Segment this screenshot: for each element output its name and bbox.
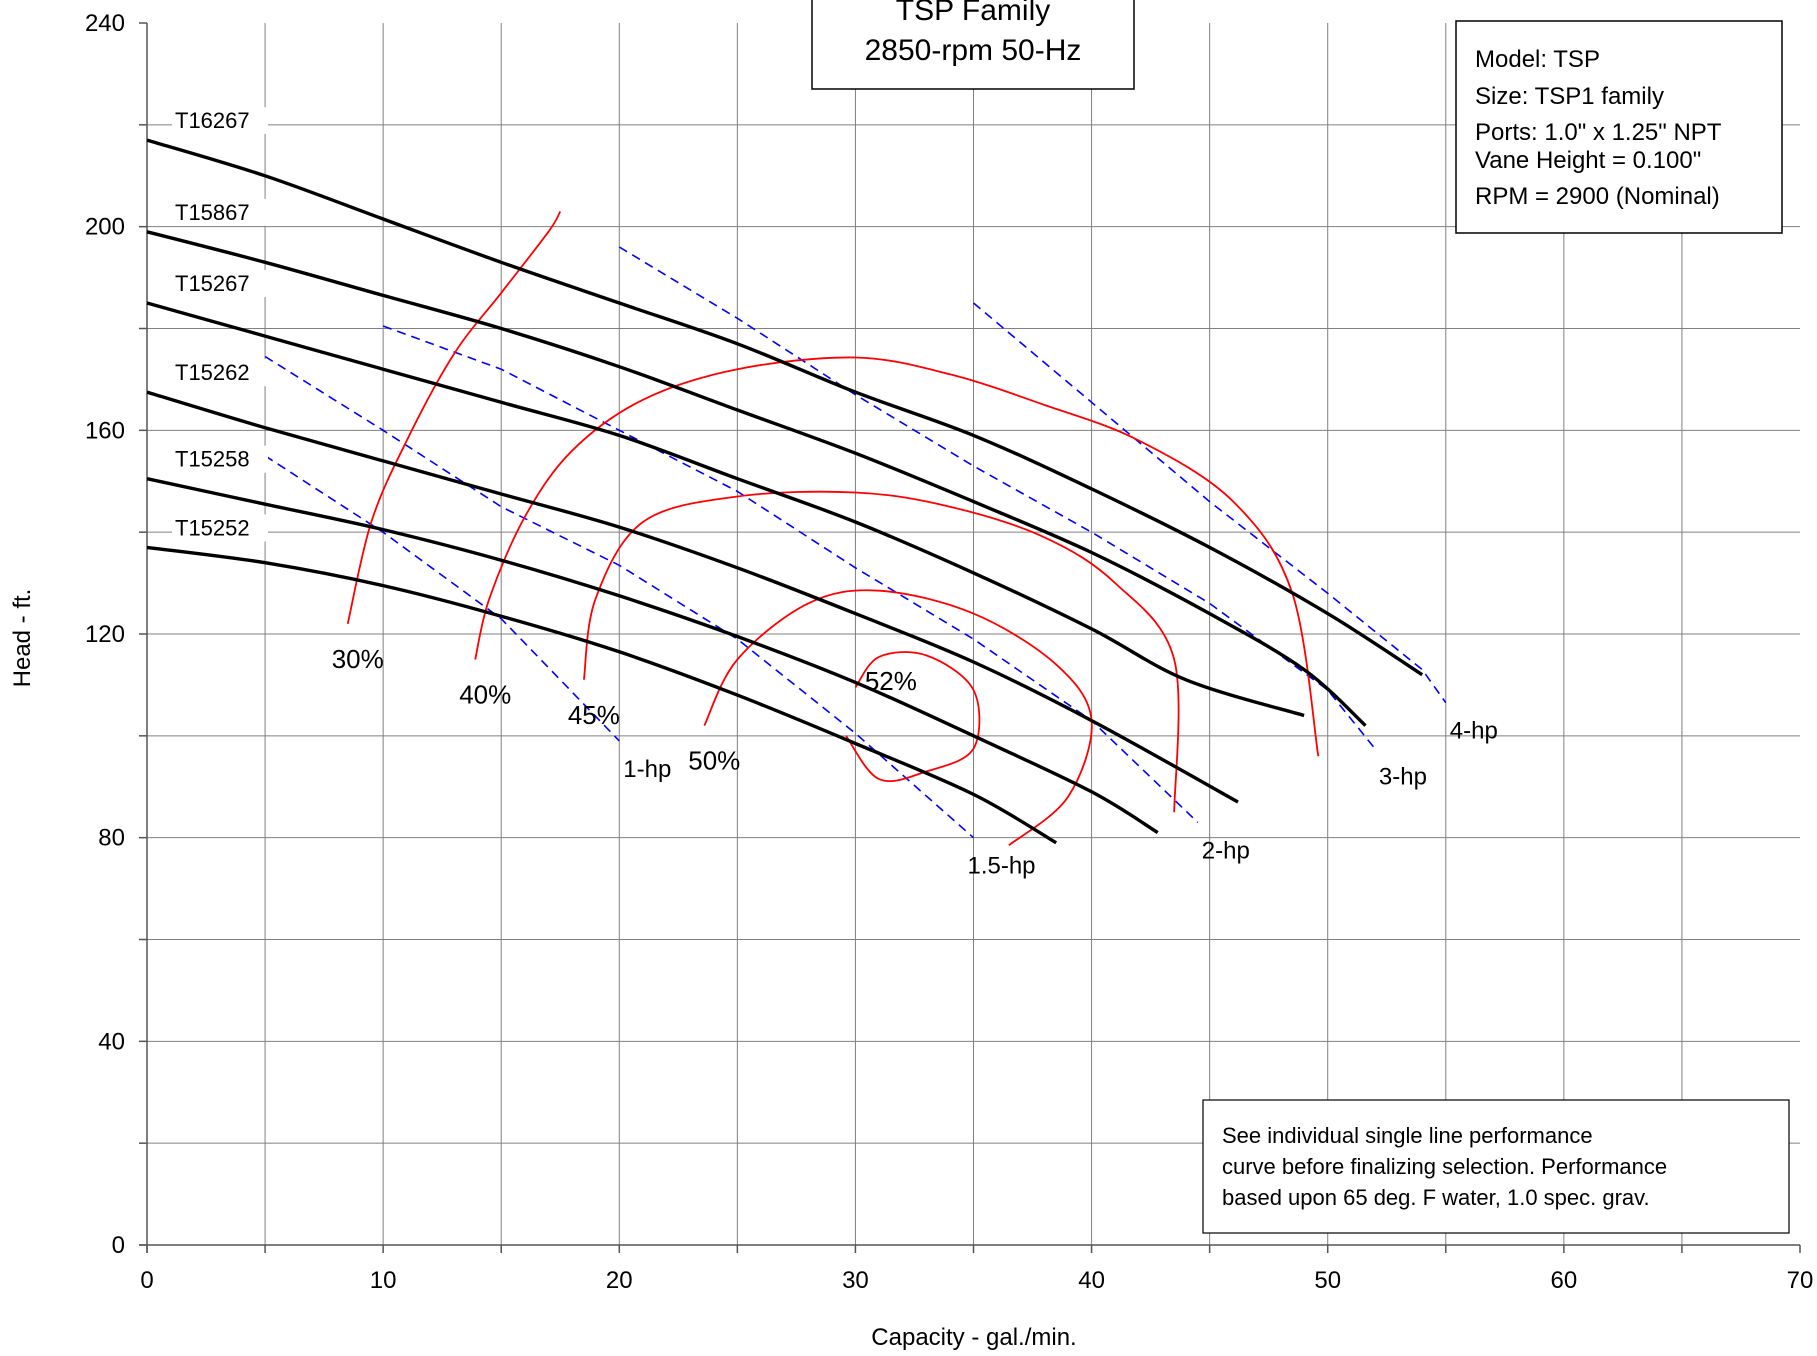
- hp-label-1-hp: 1-hp: [623, 756, 671, 783]
- impeller-label-T15267: T15267: [175, 271, 250, 296]
- impeller-label-bg: [172, 107, 268, 135]
- axes: [139, 22, 1801, 1253]
- impeller-curve-T15262: [146, 390, 1239, 804]
- hp-label-4-hp: 4-hp: [1450, 718, 1498, 745]
- impeller-label-bg: [172, 514, 268, 542]
- efficiency-label-30pct: 30%: [332, 644, 384, 674]
- hp-label-2-hp: 2-hp: [1202, 837, 1250, 864]
- tick-labels: 0 10 20 30 40 50 60 70 0 40 80 120 160 200 240: [85, 10, 1813, 1294]
- y-tick-label: 120: [85, 621, 125, 648]
- efficiency-curve-45pct: [583, 490, 1180, 813]
- title-line-2: 2850-rpm 50-Hz: [865, 34, 1082, 67]
- info-vane-height: Vane Height = 0.100": [1475, 147, 1701, 174]
- impeller-label-T16267: T16267: [175, 108, 250, 133]
- x-tick-label: 30: [842, 1267, 869, 1294]
- efficiency-curve-50pct: [703, 589, 1093, 846]
- efficiency-curve-52pct: [845, 651, 981, 783]
- impeller-label-bg: [172, 359, 268, 387]
- title-box: TSP Family 2850-rpm 50-Hz: [811, 0, 1135, 90]
- y-tick-label: 240: [85, 10, 125, 37]
- hp-label-3-hp: 3-hp: [1379, 764, 1427, 791]
- hp-label-1.5-hp: 1.5-hp: [967, 853, 1035, 880]
- x-tick-label: 20: [606, 1267, 633, 1294]
- x-tick-label: 40: [1078, 1267, 1105, 1294]
- title-line-1: TSP Family: [896, 0, 1050, 27]
- info-model: Model: TSP: [1475, 46, 1600, 73]
- impeller-label-T15262: T15262: [175, 360, 250, 385]
- impeller-label-bg: [172, 198, 268, 226]
- y-tick-label: 40: [98, 1028, 125, 1055]
- x-tick-label: 10: [370, 1267, 397, 1294]
- hp-line-4-hp: [972, 302, 1447, 704]
- impeller-curve-T15867: [146, 230, 1367, 727]
- info-rpm: RPM = 2900 (Nominal): [1475, 183, 1720, 210]
- grid-lines: [147, 23, 1800, 1245]
- impeller-curve-T15267: [146, 301, 1305, 718]
- impeller-curve-T15252: [146, 545, 1058, 845]
- impeller-label-bg: [172, 270, 268, 298]
- info-size: Size: TSP1 family: [1475, 83, 1664, 110]
- x-tick-label: 70: [1787, 1267, 1814, 1294]
- x-tick-label: 60: [1551, 1267, 1578, 1294]
- curve-labels: T16267 T15867 T15267 T15262 T15258 T15252 30% 4…: [172, 107, 1498, 880]
- y-tick-label: 200: [85, 214, 125, 241]
- x-tick-label: 50: [1314, 1267, 1341, 1294]
- y-axis-label: Head - ft.: [9, 589, 36, 688]
- hp-line-1.5-hp: [264, 355, 975, 839]
- impeller-curve-T16267: [146, 138, 1424, 677]
- info-ports: Ports: 1.0" x 1.25" NPT: [1475, 119, 1722, 146]
- note-box: See individual single line performance c…: [1202, 1099, 1790, 1234]
- efficiency-label-50pct: 50%: [688, 746, 740, 776]
- impeller-label-bg: [172, 445, 268, 473]
- hp-line-1-hp: [264, 455, 620, 742]
- impeller-label-T15252: T15252: [175, 515, 250, 540]
- x-tick-label: 0: [140, 1267, 153, 1294]
- impeller-curves: [146, 138, 1424, 845]
- info-box: Model: TSP Size: TSP1 family Ports: 1.0"…: [1455, 20, 1783, 234]
- impeller-label-T15867: T15867: [175, 200, 250, 225]
- efficiency-label-52pct: 52%: [865, 666, 917, 696]
- x-axis-label: Capacity - gal./min.: [871, 1324, 1076, 1351]
- efficiency-label-45pct: 45%: [568, 700, 620, 730]
- y-tick-label: 80: [98, 825, 125, 852]
- y-tick-label: 160: [85, 417, 125, 444]
- impeller-curve-T15258: [146, 477, 1159, 835]
- note-line-2: curve before finalizing selection. Perfo…: [1222, 1154, 1667, 1179]
- y-tick-label: 0: [112, 1232, 125, 1259]
- efficiency-label-40pct: 40%: [459, 679, 511, 709]
- note-line-3: based upon 65 deg. F water, 1.0 spec. gr…: [1222, 1185, 1650, 1210]
- note-line-1: See individual single line performance: [1222, 1123, 1593, 1148]
- impeller-label-T15258: T15258: [175, 447, 250, 472]
